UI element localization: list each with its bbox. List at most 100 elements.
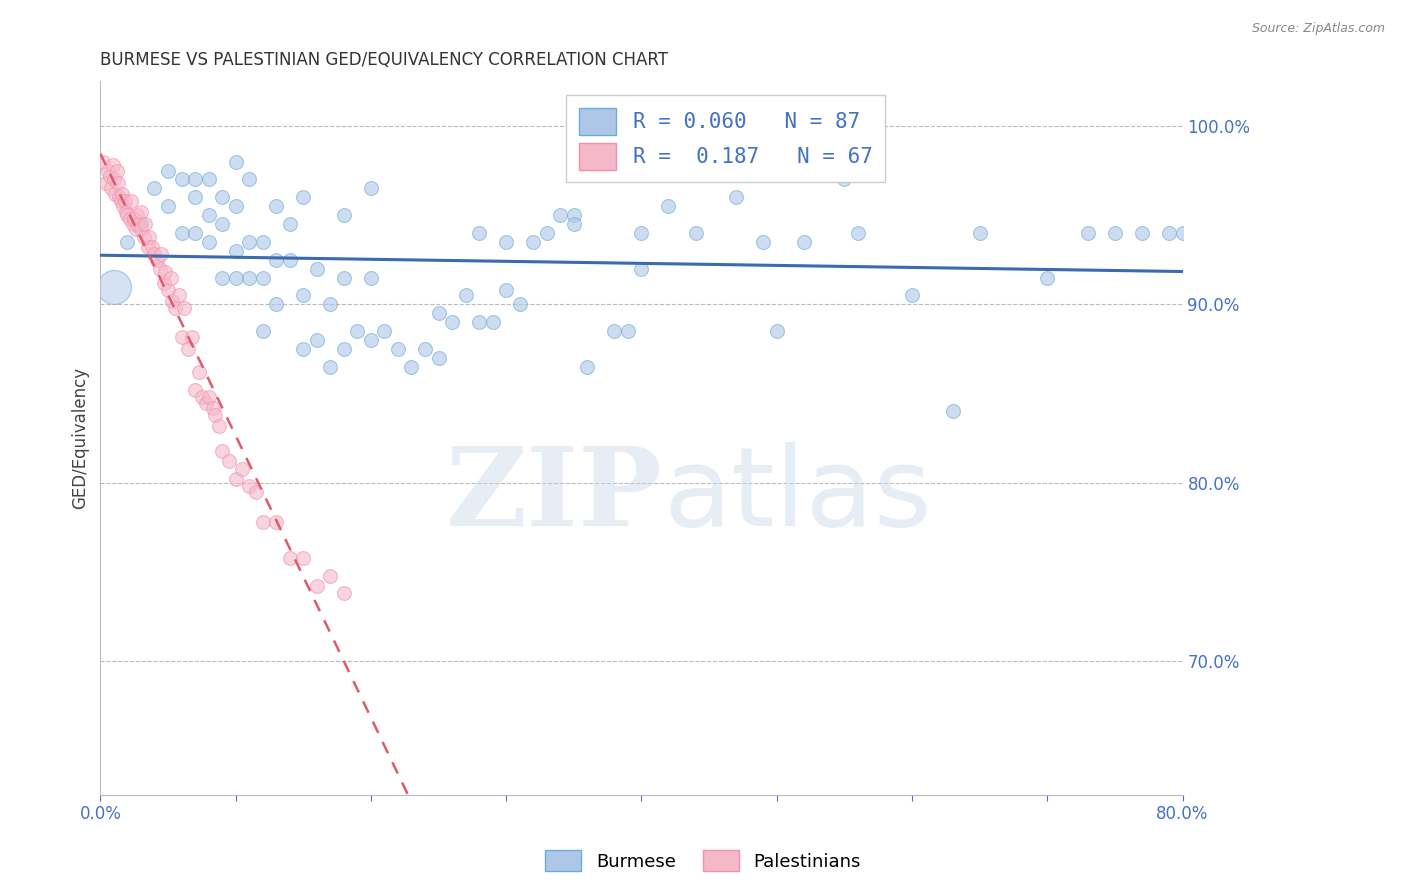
Point bbox=[319, 297, 342, 311]
Point bbox=[292, 342, 315, 356]
Point bbox=[134, 217, 156, 231]
Point bbox=[153, 276, 176, 290]
Point bbox=[191, 390, 214, 404]
Point bbox=[225, 270, 247, 285]
Point bbox=[481, 315, 503, 329]
Point bbox=[441, 315, 464, 329]
Point bbox=[346, 324, 368, 338]
Point bbox=[846, 226, 869, 240]
Point bbox=[509, 297, 531, 311]
Point bbox=[1036, 270, 1059, 285]
Point bbox=[143, 181, 166, 195]
Point bbox=[238, 235, 260, 249]
Point bbox=[114, 194, 136, 208]
Point bbox=[211, 217, 233, 231]
Point bbox=[278, 252, 301, 267]
Point bbox=[141, 240, 163, 254]
Point bbox=[1077, 226, 1099, 240]
Point bbox=[562, 208, 585, 222]
Point bbox=[197, 235, 219, 249]
Point bbox=[252, 324, 274, 338]
Point bbox=[184, 226, 207, 240]
Point bbox=[97, 163, 120, 178]
Point bbox=[101, 158, 124, 172]
Point bbox=[218, 454, 240, 468]
Point bbox=[136, 240, 159, 254]
Point bbox=[111, 186, 134, 201]
Point bbox=[333, 208, 356, 222]
Point bbox=[98, 169, 121, 183]
Point bbox=[319, 359, 342, 374]
Point bbox=[576, 359, 599, 374]
Point bbox=[105, 163, 128, 178]
Point bbox=[197, 208, 219, 222]
Point bbox=[333, 270, 356, 285]
Point bbox=[264, 252, 287, 267]
Point bbox=[264, 199, 287, 213]
Point bbox=[387, 342, 409, 356]
Point bbox=[522, 235, 544, 249]
Point bbox=[495, 283, 517, 297]
Point bbox=[697, 163, 720, 178]
Point bbox=[194, 395, 217, 409]
Point bbox=[225, 472, 247, 486]
Point bbox=[231, 461, 253, 475]
Point bbox=[167, 288, 190, 302]
Point bbox=[125, 208, 148, 222]
Point bbox=[969, 226, 991, 240]
Legend: R = 0.060   N = 87, R =  0.187   N = 67: R = 0.060 N = 87, R = 0.187 N = 67 bbox=[567, 95, 886, 182]
Point bbox=[225, 244, 247, 258]
Text: BURMESE VS PALESTINIAN GED/EQUIVALENCY CORRELATION CHART: BURMESE VS PALESTINIAN GED/EQUIVALENCY C… bbox=[100, 51, 668, 69]
Point bbox=[108, 190, 131, 204]
Point bbox=[149, 261, 172, 276]
Point bbox=[264, 297, 287, 311]
Point bbox=[238, 172, 260, 186]
Point bbox=[181, 329, 204, 343]
Point bbox=[373, 324, 395, 338]
Point bbox=[292, 288, 315, 302]
Point bbox=[115, 204, 138, 219]
Point bbox=[238, 479, 260, 493]
Y-axis label: GED/Equivalency: GED/Equivalency bbox=[72, 368, 89, 509]
Point bbox=[129, 217, 152, 231]
Point bbox=[197, 390, 219, 404]
Point bbox=[170, 172, 193, 186]
Point bbox=[146, 252, 169, 267]
Point bbox=[752, 235, 775, 249]
Point bbox=[834, 172, 856, 186]
Point bbox=[360, 270, 382, 285]
Text: Source: ZipAtlas.com: Source: ZipAtlas.com bbox=[1251, 22, 1385, 36]
Point bbox=[245, 484, 267, 499]
Point bbox=[1104, 226, 1126, 240]
Point bbox=[121, 194, 143, 208]
Point bbox=[103, 172, 125, 186]
Point bbox=[603, 324, 626, 338]
Point bbox=[901, 288, 924, 302]
Point bbox=[401, 359, 423, 374]
Point bbox=[120, 211, 142, 226]
Point bbox=[1157, 226, 1180, 240]
Legend: Burmese, Palestinians: Burmese, Palestinians bbox=[538, 843, 868, 879]
Point bbox=[630, 226, 652, 240]
Point bbox=[94, 176, 117, 190]
Point bbox=[278, 550, 301, 565]
Point bbox=[156, 163, 179, 178]
Point bbox=[117, 208, 139, 222]
Point bbox=[211, 270, 233, 285]
Point bbox=[252, 270, 274, 285]
Point bbox=[197, 172, 219, 186]
Point bbox=[305, 261, 328, 276]
Point bbox=[107, 176, 129, 190]
Point bbox=[177, 342, 200, 356]
Point bbox=[103, 279, 125, 293]
Point bbox=[170, 329, 193, 343]
Point bbox=[163, 301, 186, 315]
Point bbox=[427, 351, 450, 365]
Point bbox=[305, 333, 328, 347]
Point bbox=[548, 208, 571, 222]
Point bbox=[138, 229, 160, 244]
Point bbox=[292, 550, 315, 565]
Point bbox=[427, 306, 450, 320]
Point bbox=[104, 186, 127, 201]
Point bbox=[225, 154, 247, 169]
